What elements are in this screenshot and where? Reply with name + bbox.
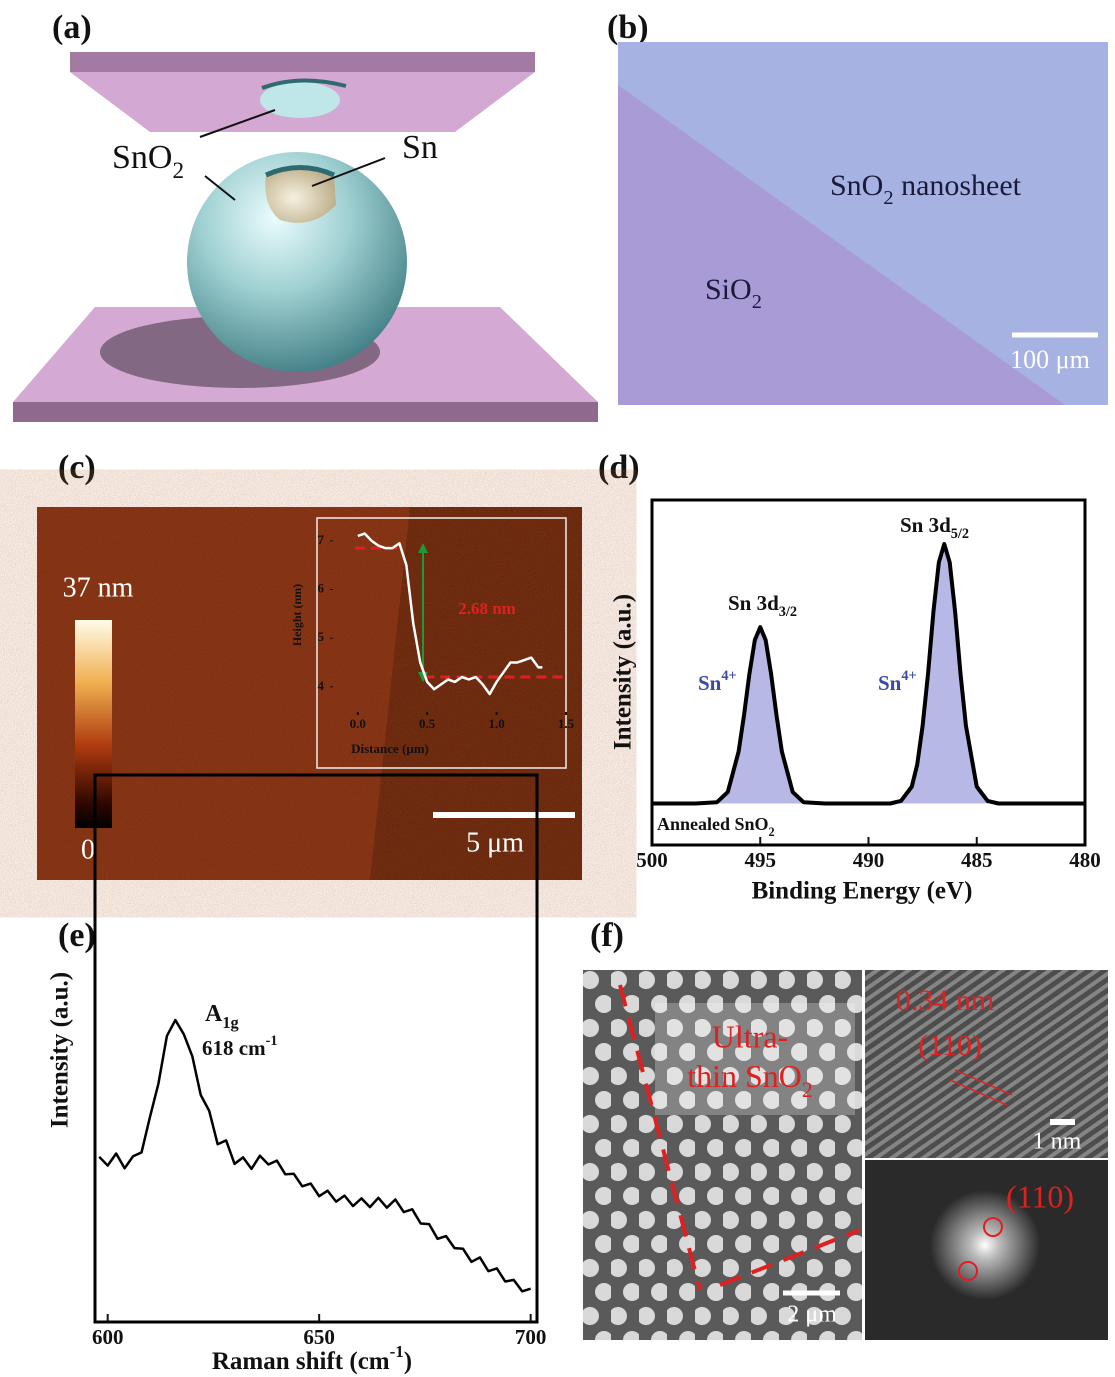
scale-bar-label: 5 μm: [466, 827, 524, 858]
panel-label: (f): [590, 917, 624, 954]
x-tick-label: 485: [961, 848, 993, 872]
figure: (a) (b) (c) (d) (e) (f) SnO2 Sn SnO2 nan…: [0, 0, 1115, 1377]
y-axis-label: Intensity (a.u.): [47, 972, 74, 1128]
x-tick-label: 490: [853, 848, 885, 872]
afm-image: 37 nm 0 5 μm Distance (μm) Height (nm) 2…: [37, 507, 582, 880]
panel-label: (e): [58, 917, 96, 954]
panel-label: (b): [607, 9, 649, 46]
panel-label: (c): [58, 449, 96, 486]
scale-bar-label: 100 μm: [1010, 345, 1090, 374]
panel-label: (d): [598, 449, 640, 486]
y-axis-label: Height (nm): [290, 584, 304, 646]
peak-label: A1g: [205, 1001, 239, 1033]
plane-label: (110): [918, 1029, 982, 1062]
x-tick-label: 700: [515, 1325, 547, 1349]
peak-position: 618 cm-1: [202, 1033, 277, 1060]
x-tick-label: 1.5: [558, 716, 575, 731]
peak-label: Sn 3d5/2: [900, 513, 969, 542]
spacing-label: 0.34 nm: [896, 984, 994, 1017]
metal-label: Sn: [402, 129, 438, 166]
y-tick-label: 5: [318, 629, 325, 644]
x-tick-label: 1.0: [488, 716, 504, 731]
x-tick-label: 500: [636, 848, 668, 872]
x-tick-label: 495: [745, 848, 777, 872]
y-tick-label: 4: [318, 678, 325, 693]
annotation: 2.68 nm: [458, 599, 516, 618]
colorbar-max: 37 nm: [63, 572, 134, 603]
state-label: Sn4+: [698, 668, 737, 695]
tem-image: Ultra- thin SnO2 2 μm 0.34 nm (110) 1 nm…: [583, 970, 1108, 1340]
region-label: Ultra-: [712, 1018, 788, 1054]
x-axis-label: Distance (μm): [351, 741, 429, 756]
colorbar-min: 0: [81, 834, 95, 865]
state-label: Sn4+: [878, 668, 917, 695]
peak-label: Sn 3d3/2: [728, 591, 797, 620]
y-tick-label: 7: [318, 532, 325, 547]
y-axis-label: Intensity (a.u.): [610, 594, 637, 750]
x-tick-label: 480: [1069, 848, 1101, 872]
sample-label: Annealed SnO2: [657, 814, 775, 839]
scale-bar-label: 2 μm: [787, 1302, 837, 1328]
y-tick-label: 6: [318, 580, 325, 595]
schematic: SnO2 Sn: [13, 52, 598, 422]
x-tick-label: 0.5: [419, 716, 436, 731]
optical-image: SnO2 nanosheet SiO2 100 μm: [618, 42, 1108, 405]
oxide-label: SnO2: [112, 139, 184, 185]
line: [99, 1020, 530, 1291]
panel-label: (a): [52, 9, 92, 46]
x-tick-label: 0.0: [350, 716, 366, 731]
x-tick-label: 600: [92, 1325, 124, 1349]
plane-label: (110): [1006, 1178, 1074, 1214]
x-tick-label: 650: [303, 1325, 335, 1349]
scale-bar-label: 1 nm: [1033, 1129, 1082, 1155]
x-axis-label: Binding Energy (eV): [752, 878, 973, 905]
